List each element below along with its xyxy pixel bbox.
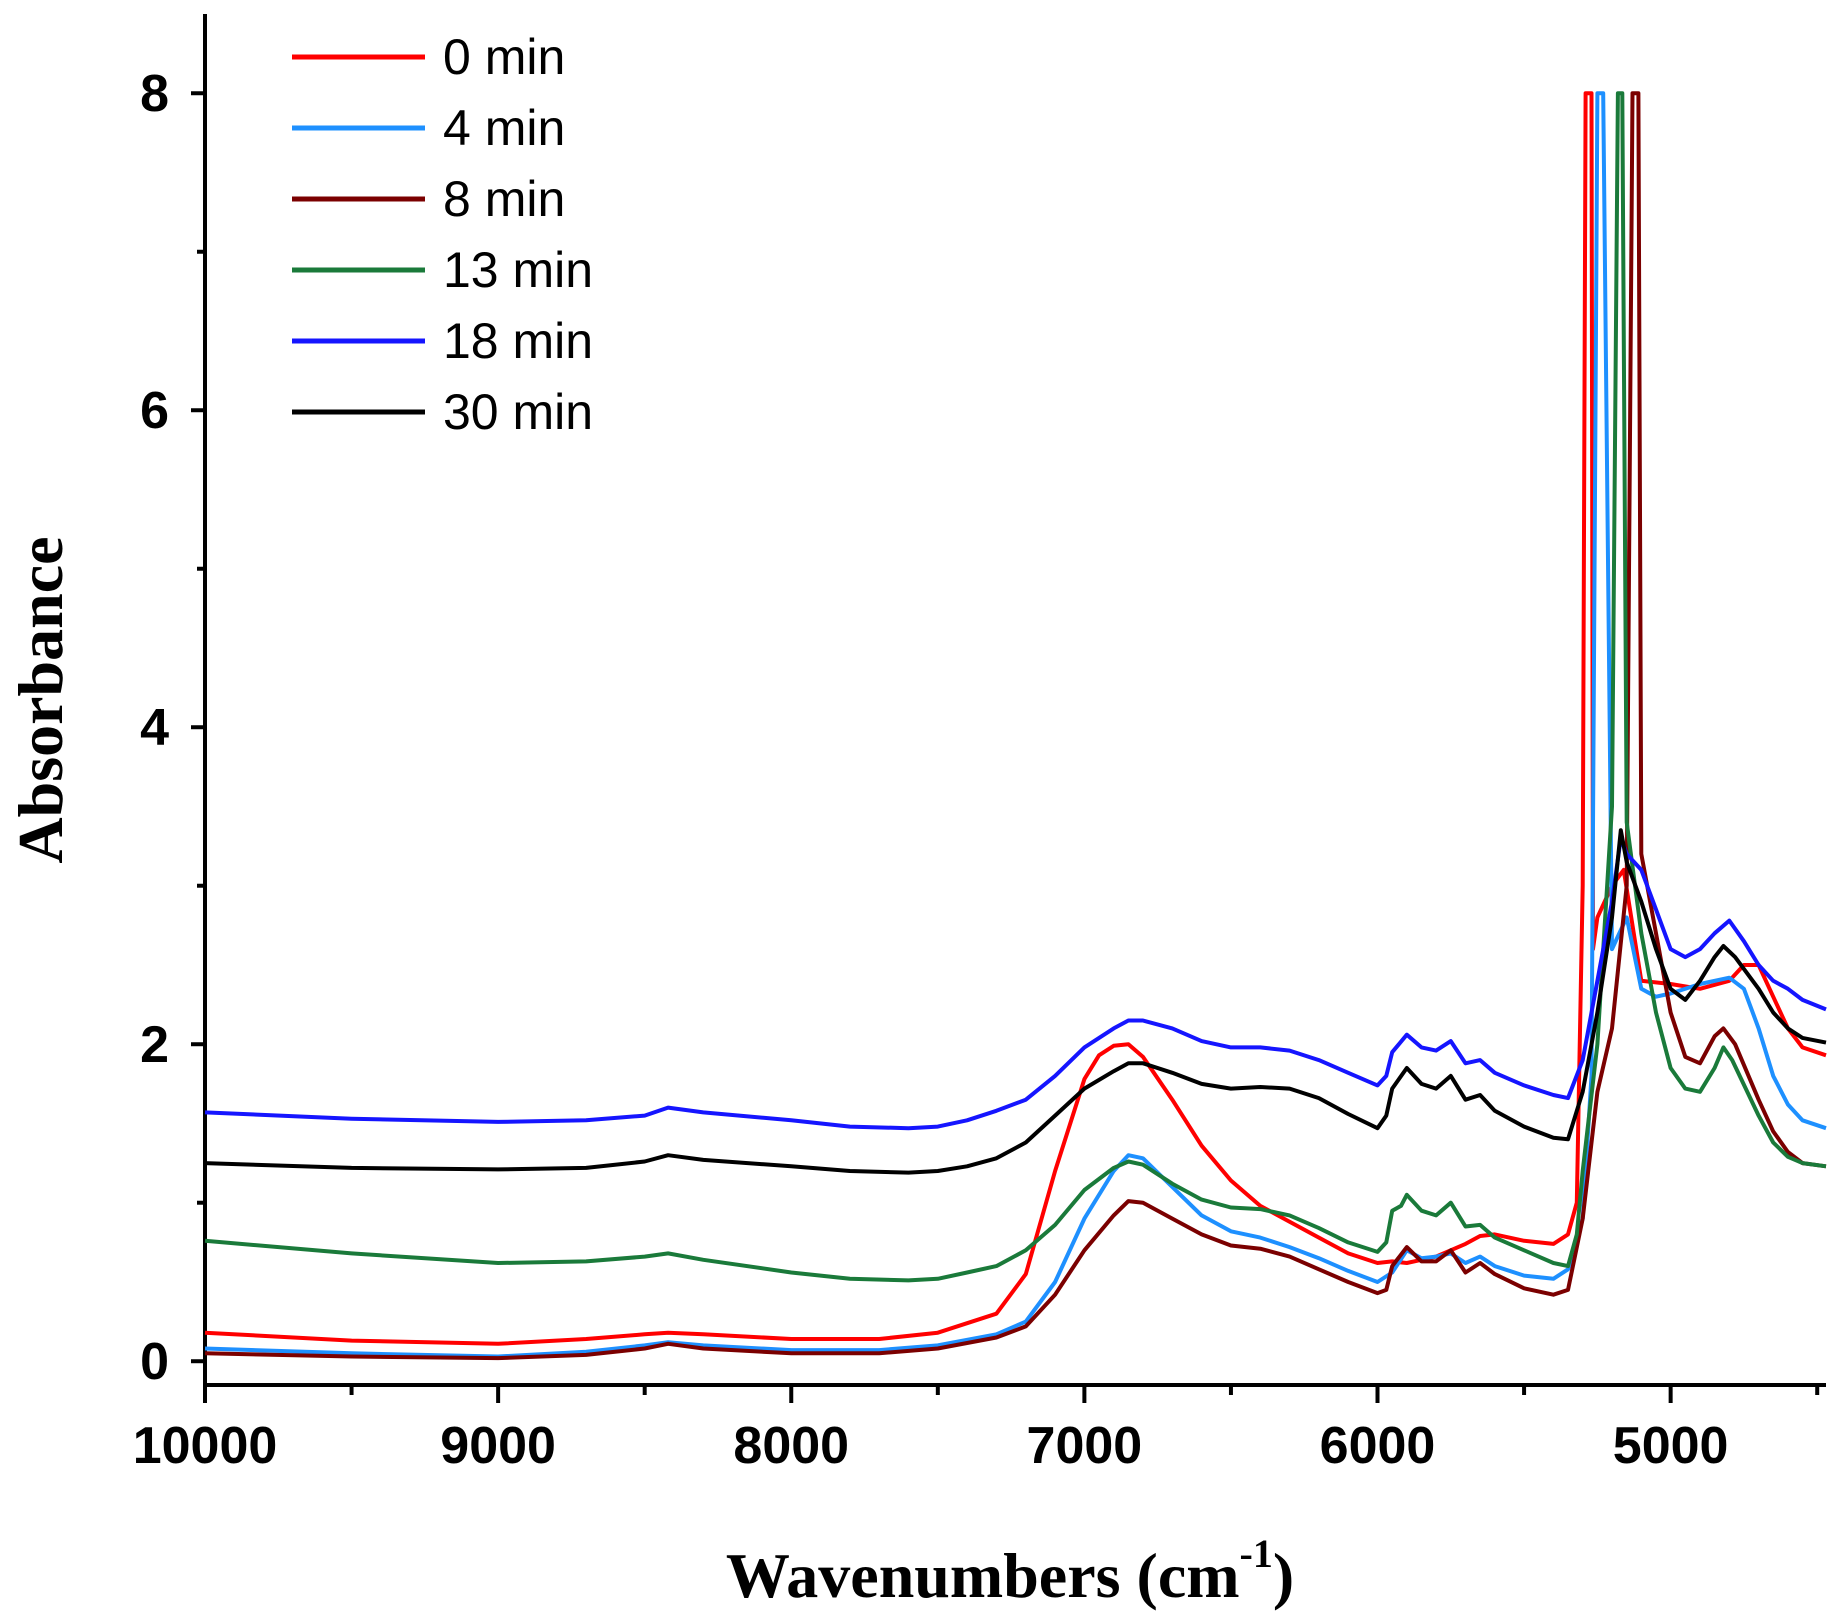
- x-tick-label: 10000: [133, 1417, 278, 1475]
- x-tick-label: 7000: [1027, 1417, 1143, 1475]
- plot-area: [204, 91, 1827, 1361]
- x-tick-label: 6000: [1320, 1417, 1436, 1475]
- series-line-30-min: [204, 828, 1827, 1175]
- legend-label-30-min: 30 min: [443, 384, 593, 440]
- legend-label-18-min: 18 min: [443, 313, 593, 369]
- x-axis-title-main: Wavenumbers (cm: [726, 1540, 1240, 1611]
- x-axis-title-superscript: -1: [1240, 1531, 1273, 1576]
- legend-label-4-min: 4 min: [443, 100, 565, 156]
- series-line-8-min: [204, 91, 1827, 1361]
- x-tick-label: 9000: [440, 1417, 556, 1475]
- legend-label-13-min: 13 min: [443, 242, 593, 298]
- y-tick-label: 4: [140, 699, 169, 757]
- x-axis-title-close: ): [1273, 1540, 1294, 1611]
- legend: 0 min 4 min 8 min 13 min 18 min 30 min: [292, 29, 593, 440]
- y-tick-label: 8: [140, 65, 169, 123]
- x-axis-title: Wavenumbers (cm-1): [726, 1531, 1294, 1611]
- series-line-18-min: [204, 836, 1827, 1131]
- x-tick-label: 5000: [1613, 1417, 1729, 1475]
- y-tick-label: 2: [140, 1016, 169, 1074]
- x-tick-label: 8000: [733, 1417, 849, 1475]
- legend-label-8-min: 8 min: [443, 171, 565, 227]
- axes: 0 2 4 6 8 10000 9000 8000 7000 6000 5000: [133, 14, 1826, 1475]
- y-tick-label: 6: [140, 382, 169, 440]
- legend-label-0-min: 0 min: [443, 29, 565, 85]
- y-axis-title: Absorbance: [5, 536, 76, 863]
- series-line-13-min: [204, 91, 1827, 1283]
- y-tick-label: 0: [140, 1333, 169, 1391]
